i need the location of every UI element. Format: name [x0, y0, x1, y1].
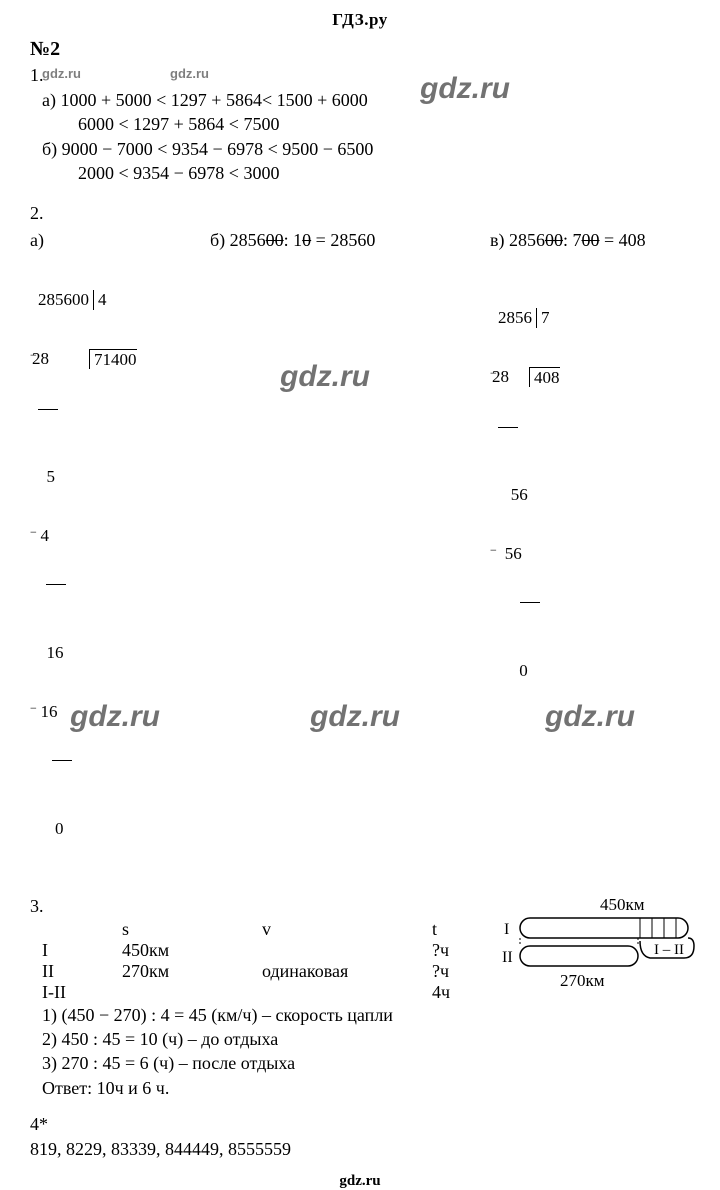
- ld-divisor: 4: [94, 290, 107, 310]
- row-v: [262, 940, 432, 961]
- ld-c-quotient: 408: [530, 367, 560, 388]
- ld-r2: 4: [32, 526, 49, 546]
- p2-b-suffix: = 28560: [311, 230, 375, 250]
- p2-number: 2.: [30, 203, 690, 224]
- th-v: v: [262, 919, 432, 940]
- ld-r3: 16: [38, 643, 64, 663]
- row-v: [262, 982, 432, 1003]
- p1-line-a2: 6000 < 1297 + 5864 < 7500: [78, 112, 690, 136]
- p3-sol3: 3) 270 : 45 = 6 (ч) – после отдыха: [42, 1051, 690, 1075]
- diag-right: I – II: [654, 942, 684, 958]
- ld-c-r2: 56: [498, 485, 528, 505]
- p2-col-a: а) 285600 4 − 28 71400 5 − 4 16 − 1: [30, 230, 170, 878]
- p4-sequence: 819, 8229, 83339, 844449, 8555559: [30, 1137, 690, 1161]
- p2-c-strike2: 00: [582, 230, 600, 250]
- p2-c-strike1: 00: [545, 230, 563, 250]
- row-s: 450км: [122, 940, 262, 961]
- row-lbl: I-II: [42, 982, 122, 1003]
- site-header: ГДЗ.ру: [30, 10, 690, 30]
- row-t: ?ч: [432, 961, 492, 982]
- p2-row: а) 285600 4 − 28 71400 5 − 4 16 − 1: [30, 230, 690, 878]
- site-footer: gdz.ru: [30, 1173, 690, 1190]
- row-lbl: II: [42, 961, 122, 982]
- row-v: одинаковая: [262, 961, 432, 982]
- p3-diagram: 450км I II I – II 270км: [490, 896, 700, 1016]
- diag-i: I: [504, 921, 509, 938]
- th-t: t: [432, 919, 492, 940]
- p1-line-a1: а) 1000 + 5000 < 1297 + 5864< 1500 + 600…: [42, 88, 690, 112]
- diag-ii: II: [502, 949, 513, 966]
- ld-c-dividend: 2856: [498, 308, 537, 328]
- p2-a-label: а): [30, 230, 170, 251]
- ld-c-r3: 56: [492, 544, 522, 564]
- ld-r5: 0: [38, 819, 64, 839]
- ld-r4: 16: [32, 702, 58, 722]
- p1-line-b2: 2000 < 9354 − 6978 < 3000: [78, 161, 690, 185]
- p2-b-strike2: 0: [302, 230, 311, 250]
- p2-b-strike1: 00: [266, 230, 284, 250]
- p2-b-prefix: б) 2856: [210, 230, 266, 250]
- ld-c-sub1: 28: [492, 367, 509, 386]
- ld-r1: 5: [38, 467, 55, 487]
- p4-number: 4*: [30, 1114, 690, 1135]
- p2-col-c: в) 285600: 700 = 408 2856 7 − 28 408 56 …: [490, 230, 690, 720]
- long-division-c: 2856 7 − 28 408 56 − 56 0: [490, 269, 690, 720]
- long-division-a: 285600 4 − 28 71400 5 − 4 16 − 16 0: [30, 251, 170, 878]
- p2-col-b: б) 285600: 10 = 28560: [210, 230, 450, 251]
- diag-bot-label: 270км: [560, 971, 605, 990]
- row-s: [122, 982, 262, 1003]
- ld-c-r4: 0: [498, 661, 528, 681]
- ld-c-divisor: 7: [537, 308, 550, 328]
- problem-title: №2: [30, 38, 690, 61]
- p3-sol2: 2) 450 : 45 = 10 (ч) – до отдыха: [42, 1027, 690, 1051]
- ld-quotient: 71400: [90, 349, 137, 370]
- p2-c-mid: : 7: [563, 230, 582, 250]
- p2-b-mid: : 1: [284, 230, 303, 250]
- row-t: ?ч: [432, 940, 492, 961]
- th-s: s: [122, 919, 262, 940]
- p2-c-suffix: = 408: [600, 230, 646, 250]
- ld-dividend: 285600: [38, 290, 94, 310]
- p3-answer: Ответ: 10ч и 6 ч.: [42, 1076, 690, 1100]
- ld-sub1: 28: [32, 349, 49, 368]
- p1-number: 1.: [30, 65, 690, 86]
- row-s: 270км: [122, 961, 262, 982]
- p2-c-prefix: в) 2856: [490, 230, 545, 250]
- row-lbl: I: [42, 940, 122, 961]
- diag-top-label: 450км: [600, 896, 645, 914]
- p1-line-b1: б) 9000 − 7000 < 9354 − 6978 < 9500 − 65…: [42, 137, 690, 161]
- row-t: 4ч: [432, 982, 492, 1003]
